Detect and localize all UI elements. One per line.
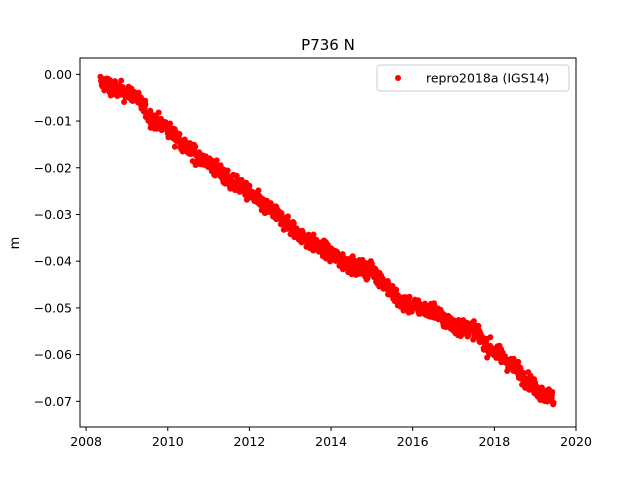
data-point: [393, 286, 400, 293]
data-point: [408, 308, 415, 315]
data-point: [135, 89, 142, 96]
y-tick-label: −0.01: [34, 114, 72, 129]
y-tick-label: −0.02: [34, 160, 72, 175]
data-point: [121, 99, 128, 106]
x-tick-label: 2014: [315, 434, 347, 449]
data-point: [142, 101, 149, 108]
data-point: [176, 131, 183, 138]
x-tick-label: 2020: [560, 434, 592, 449]
data-point: [171, 143, 178, 150]
y-tick-label: −0.06: [34, 347, 72, 362]
legend-label: repro2018a (IGS14): [426, 71, 549, 86]
data-point: [167, 120, 174, 127]
chart-title: P736 N: [301, 36, 355, 54]
legend-marker: [395, 75, 401, 81]
data-point: [147, 107, 154, 114]
data-point: [246, 182, 253, 189]
data-point: [238, 176, 245, 183]
legend-box: [376, 64, 570, 92]
data-point: [155, 109, 162, 116]
y-tick-label: −0.03: [34, 207, 72, 222]
data-point: [290, 220, 297, 227]
y-tick-label: −0.05: [34, 300, 72, 315]
data-point: [406, 293, 413, 300]
data-point: [224, 167, 231, 174]
x-tick-label: 2008: [70, 434, 102, 449]
y-axis-ticks: 0.00 −0.01 −0.02 −0.03 −0.04 −0.05 −0.06 −0.07: [34, 67, 80, 409]
data-point: [550, 399, 557, 406]
plot-frame: [79, 57, 577, 428]
legend: repro2018a (IGS14): [376, 64, 570, 92]
data-point: [284, 213, 291, 220]
x-axis-ticks: 2008 2010 2012 2014 2016 2018 2020: [70, 427, 592, 449]
x-tick-label: 2016: [397, 434, 429, 449]
x-tick-label: 2012: [234, 434, 266, 449]
data-point: [515, 358, 522, 365]
x-tick-label: 2018: [478, 434, 510, 449]
data-point: [364, 274, 371, 281]
data-point: [310, 231, 317, 238]
y-axis-label: m: [8, 237, 23, 250]
data-point: [192, 143, 199, 150]
data-points: [97, 73, 557, 408]
x-tick-label: 2010: [152, 434, 184, 449]
data-point: [118, 77, 125, 84]
y-tick-label: −0.04: [34, 254, 72, 269]
y-tick-label: −0.07: [34, 394, 72, 409]
data-point: [213, 157, 220, 164]
data-point: [255, 187, 262, 194]
y-tick-label: 0.00: [44, 67, 72, 82]
data-point: [549, 389, 556, 396]
data-point: [487, 334, 494, 341]
data-point: [389, 282, 396, 289]
data-point: [334, 248, 341, 255]
